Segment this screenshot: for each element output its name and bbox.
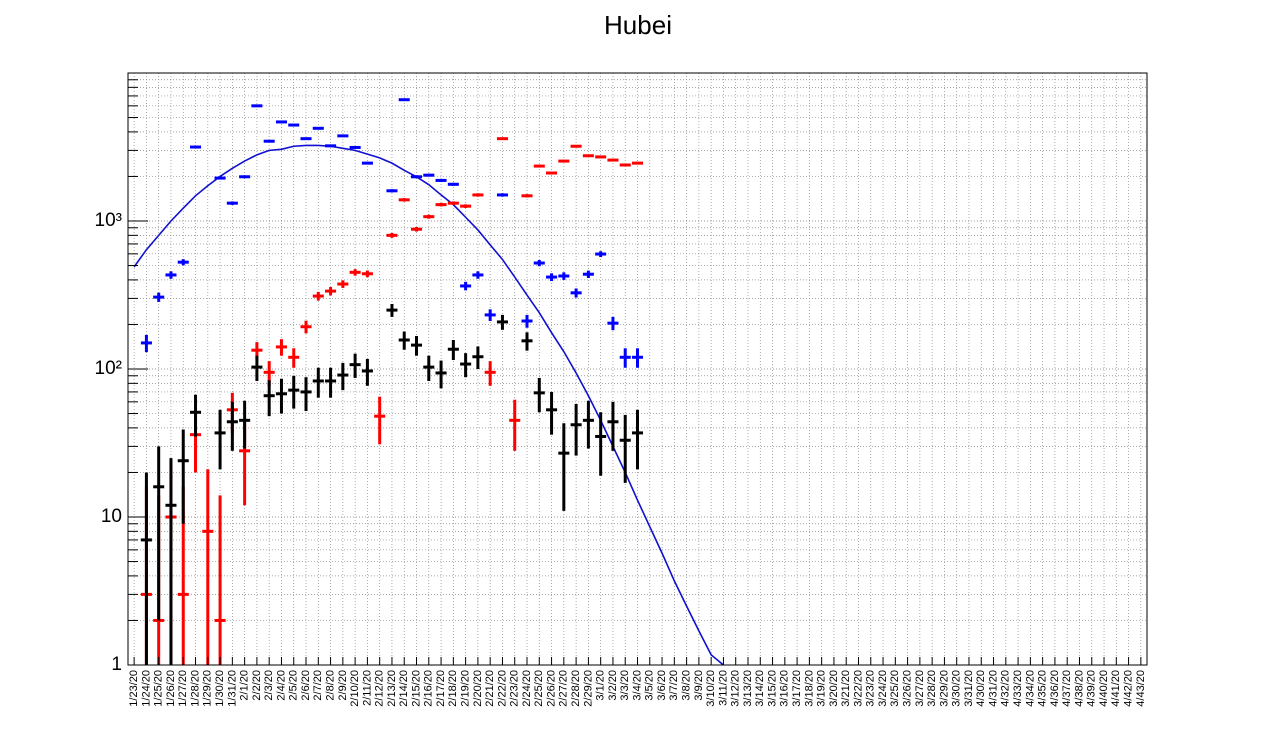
y-tick-label: 10³ — [95, 210, 122, 231]
x-tick-label: 2/2/20 — [251, 670, 263, 701]
x-tick-label: 3/11/20 — [717, 670, 729, 706]
x-tick-label: 3/12/20 — [730, 670, 742, 707]
x-tick-label: 4/34/20 — [1024, 670, 1036, 707]
x-tick-label: 2/28/20 — [570, 670, 582, 707]
x-tick-label: 3/14/20 — [754, 670, 766, 707]
x-tick-label: 2/20/20 — [472, 670, 484, 707]
x-tick-label: 2/3/20 — [263, 670, 275, 701]
x-tick-label: 3/10/20 — [705, 670, 717, 707]
x-tick-label: 3/17/20 — [791, 670, 803, 707]
x-tick-label: 1/30/20 — [214, 670, 226, 707]
x-tick-label: 1/31/20 — [226, 670, 238, 707]
x-tick-label: 3/4/20 — [631, 670, 643, 701]
x-tick-label: 3/24/20 — [877, 670, 889, 707]
x-tick-label: 2/13/20 — [386, 670, 398, 707]
x-tick-label: 2/8/20 — [324, 670, 336, 701]
x-tick-label: 3/9/20 — [693, 670, 705, 701]
plot-area — [133, 98, 724, 665]
x-tick-label: 2/7/20 — [312, 670, 324, 701]
x-tick-label: 1/25/20 — [153, 670, 165, 707]
x-tick-label: 2/15/20 — [410, 670, 422, 707]
x-tick-label: 2/26/20 — [545, 670, 557, 707]
x-tick-label: 2/12/20 — [374, 670, 386, 707]
x-tick-label: 3/7/20 — [668, 670, 680, 701]
x-tick-label: 2/24/20 — [521, 670, 533, 707]
x-tick-label: 3/28/20 — [926, 670, 938, 707]
y-tick-label: 1 — [111, 654, 122, 675]
x-tick-label: 3/22/20 — [852, 670, 864, 707]
x-tick-label: 3/21/20 — [840, 670, 852, 707]
x-tick-label: 3/25/20 — [889, 670, 901, 707]
axes: 1/23/20 1/24/20 1/25/20 1/26/20 1/27/20 1/28/… — [95, 79, 1147, 707]
x-tick-label: 4/43/20 — [1135, 670, 1147, 707]
x-tick-label: 4/40/20 — [1098, 670, 1110, 707]
x-tick-label: 2/4/20 — [275, 670, 287, 701]
y-tick-label: 10² — [95, 358, 122, 379]
x-tick-label: 4/33/20 — [1012, 670, 1024, 707]
x-tick-label: 3/31/20 — [963, 670, 975, 707]
x-tick-label: 1/23/20 — [128, 670, 140, 707]
x-tick-label: 3/6/20 — [656, 670, 668, 701]
x-tick-label: 2/27/20 — [558, 670, 570, 707]
x-tick-label: 3/5/20 — [644, 670, 656, 701]
x-tick-label: 3/15/20 — [766, 670, 778, 707]
x-tick-label: 3/27/20 — [914, 670, 926, 707]
x-tick-label: 2/18/20 — [447, 670, 459, 707]
x-tick-label: 1/28/20 — [189, 670, 201, 707]
y-tick-label: 10 — [101, 506, 122, 527]
x-tick-label: 2/17/20 — [435, 670, 447, 707]
x-tick-label: 3/29/20 — [938, 670, 950, 707]
x-tick-label: 3/26/20 — [902, 670, 914, 707]
x-tick-label: 3/1/20 — [595, 670, 607, 701]
grid — [128, 73, 1147, 666]
x-tick-label: 2/6/20 — [300, 670, 312, 701]
x-tick-label: 4/42/20 — [1122, 670, 1134, 707]
x-tick-label: 2/25/20 — [533, 670, 545, 707]
x-tick-label: 2/19/20 — [460, 670, 472, 707]
x-tick-label: 4/36/20 — [1049, 670, 1061, 707]
x-tick-label: 2/5/20 — [288, 670, 300, 701]
x-tick-label: 1/27/20 — [177, 670, 189, 707]
x-tick-label: 4/31/20 — [987, 670, 999, 707]
x-tick-label: 1/26/20 — [165, 670, 177, 707]
x-tick-label: 2/1/20 — [239, 670, 251, 701]
x-tick-label: 2/11/20 — [361, 670, 373, 706]
chart-title: Hubei — [604, 10, 672, 40]
x-tick-label: 4/30/20 — [975, 670, 987, 707]
x-tick-label: 3/16/20 — [779, 670, 791, 707]
x-tick-label: 2/29/20 — [582, 670, 594, 707]
x-tick-label: 2/9/20 — [337, 670, 349, 701]
x-tick-label: 1/24/20 — [140, 670, 152, 707]
x-tick-label: 2/10/20 — [349, 670, 361, 707]
x-tick-label: 2/16/20 — [423, 670, 435, 707]
x-tick-label: 3/13/20 — [742, 670, 754, 707]
x-tick-label: 4/39/20 — [1086, 670, 1098, 707]
x-tick-label: 3/23/20 — [865, 670, 877, 707]
x-tick-label: 3/30/20 — [951, 670, 963, 707]
x-tick-label: 2/21/20 — [484, 670, 496, 707]
x-tick-label: 3/19/20 — [816, 670, 828, 707]
x-tick-label: 4/37/20 — [1061, 670, 1073, 707]
x-tick-label: 3/18/20 — [803, 670, 815, 707]
x-tick-label: 3/3/20 — [619, 670, 631, 701]
x-tick-label: 2/23/20 — [509, 670, 521, 707]
x-tick-label: 3/8/20 — [681, 670, 693, 701]
x-tick-label: 3/20/20 — [828, 670, 840, 707]
x-tick-label: 4/32/20 — [1000, 670, 1012, 707]
x-tick-label: 4/35/20 — [1037, 670, 1049, 707]
x-tick-label: 2/14/20 — [398, 670, 410, 707]
x-tick-label: 4/41/20 — [1110, 670, 1122, 707]
x-tick-label: 3/2/20 — [607, 670, 619, 701]
x-tick-label: 1/29/20 — [202, 670, 214, 707]
x-tick-label: 4/38/20 — [1073, 670, 1085, 707]
x-tick-label: 2/22/20 — [496, 670, 508, 707]
